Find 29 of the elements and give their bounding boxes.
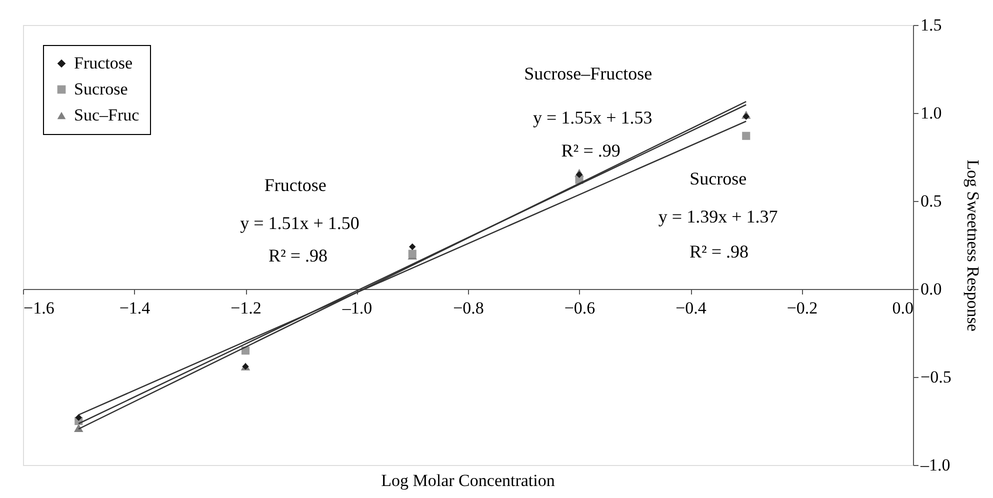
x-tick-label: −1.2 — [230, 298, 262, 318]
annotation: R² = .99 — [561, 140, 620, 161]
annotation: Fructose — [264, 175, 326, 196]
annotation: R² = .98 — [689, 241, 749, 262]
annotation: y = 1.51x + 1.50 — [240, 212, 360, 233]
annotation: y = 1.55x + 1.53 — [532, 108, 652, 128]
annotation: R² = .98 — [268, 245, 328, 266]
legend-label: Fructose — [74, 54, 133, 72]
x-tick-label: –1.0 — [341, 298, 372, 318]
y-tick-label: 0.0 — [920, 280, 942, 298]
x-tick-label: −0.2 — [786, 298, 818, 318]
y-tick-label: 1.5 — [920, 16, 942, 34]
y-axis-title: Log Sweetness Response — [963, 160, 982, 332]
y-tick-label: –1.0 — [920, 456, 950, 474]
annotation: Sucrose–Fructose — [524, 63, 652, 84]
y-tick-label: −0.5 — [920, 368, 952, 386]
x-tick-label: −0.8 — [453, 298, 484, 318]
x-tick-label: 0.0 — [892, 298, 914, 318]
x-axis-title: Log Molar Concentration — [381, 471, 556, 490]
x-tick-label: −1.6 — [24, 298, 54, 318]
legend-label: Sucrose — [74, 80, 128, 98]
x-tick-label: −0.4 — [676, 298, 707, 318]
annotation: y = 1.39x + 1.37 — [658, 206, 778, 227]
x-tick-label: −1.4 — [119, 298, 151, 318]
y-tick-label: 0.5 — [920, 192, 942, 210]
annotation: Sucrose — [690, 168, 747, 188]
legend-label: Suc–Fruc — [74, 106, 140, 124]
y-tick-label: 1.0 — [920, 104, 942, 122]
x-tick-label: −0.6 — [564, 298, 596, 318]
